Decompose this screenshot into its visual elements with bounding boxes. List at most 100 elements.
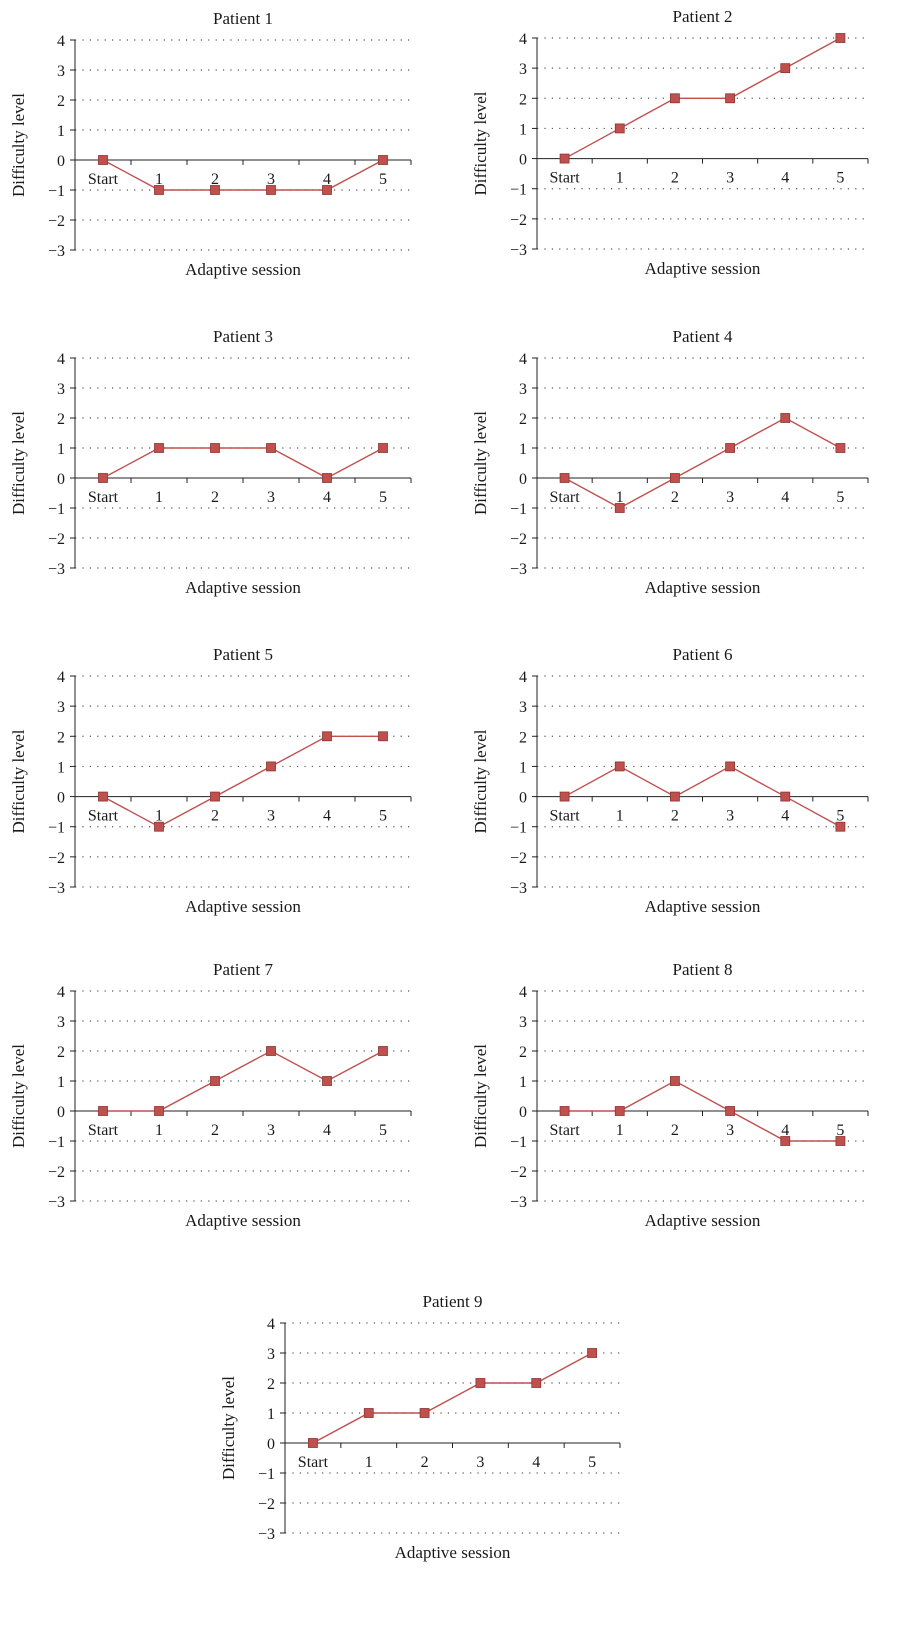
data-point-marker bbox=[322, 185, 332, 195]
data-point-marker bbox=[322, 1076, 332, 1086]
data-point-marker bbox=[322, 473, 332, 483]
data-point-marker bbox=[210, 791, 220, 802]
data-point-marker bbox=[725, 93, 735, 104]
x-tick-label: 2 bbox=[671, 1122, 679, 1139]
x-tick-label: 5 bbox=[379, 808, 387, 825]
data-point-marker bbox=[725, 443, 735, 453]
y-tick-label: 2 bbox=[57, 1044, 65, 1061]
y-tick-label: 2 bbox=[519, 729, 527, 746]
data-point-marker bbox=[322, 731, 332, 742]
y-tick-label: 0 bbox=[519, 790, 527, 807]
y-tick-label: −3 bbox=[510, 242, 527, 259]
x-tick-label: 1 bbox=[616, 1122, 624, 1139]
data-point-marker bbox=[614, 503, 625, 513]
y-tick-label: 3 bbox=[57, 381, 65, 398]
y-tick-label: −1 bbox=[510, 820, 527, 837]
data-point-marker bbox=[266, 761, 276, 772]
data-point-marker bbox=[98, 473, 108, 483]
x-tick-label: 3 bbox=[726, 170, 734, 187]
x-tick-label: 2 bbox=[671, 808, 679, 825]
x-tick-label: 5 bbox=[836, 808, 844, 825]
x-tick-label: Start bbox=[88, 489, 119, 506]
y-tick-label: −1 bbox=[510, 182, 527, 199]
y-tick-label: 1 bbox=[267, 1406, 275, 1423]
y-axis-label: Difficulty level bbox=[9, 93, 28, 197]
data-point-marker bbox=[670, 791, 680, 802]
chart-patient-8: Patient 8 4 3 2 1 0 −1 −2 −3 Start 1 2 3 4 5 Difficulty… bbox=[471, 960, 869, 1230]
y-tick-label: −1 bbox=[258, 1466, 275, 1483]
data-point-marker bbox=[154, 1106, 164, 1116]
data-point-marker bbox=[780, 791, 791, 802]
y-tick-label: 3 bbox=[57, 1014, 65, 1031]
data-point-marker bbox=[725, 761, 735, 772]
y-tick-label: 0 bbox=[57, 153, 65, 170]
y-tick-label: −1 bbox=[48, 1134, 65, 1151]
x-tick-label: Start bbox=[298, 1454, 329, 1471]
x-axis-label: Adaptive session bbox=[645, 1211, 761, 1230]
x-axis-label: Adaptive session bbox=[185, 578, 301, 597]
y-tick-label: 2 bbox=[57, 729, 65, 746]
y-tick-label: 4 bbox=[57, 351, 65, 368]
y-tick-label: 3 bbox=[519, 699, 527, 716]
y-tick-label: 3 bbox=[57, 699, 65, 716]
y-tick-label: 3 bbox=[519, 61, 527, 78]
x-tick-label: 3 bbox=[476, 1454, 484, 1471]
x-tick-label: 5 bbox=[836, 489, 844, 506]
x-axis-label: Adaptive session bbox=[645, 578, 761, 597]
y-tick-label: 0 bbox=[267, 1436, 275, 1453]
y-tick-label: 4 bbox=[519, 984, 527, 1001]
chart-title: Patient 3 bbox=[213, 327, 273, 346]
y-tick-label: 2 bbox=[519, 91, 527, 108]
y-tick-label: 4 bbox=[519, 351, 527, 368]
x-axis-label: Adaptive session bbox=[645, 259, 761, 278]
y-tick-label: 2 bbox=[519, 411, 527, 428]
x-axis-label: Adaptive session bbox=[185, 260, 301, 279]
data-point-marker bbox=[154, 443, 164, 453]
data-point-marker bbox=[378, 731, 388, 742]
data-point-marker bbox=[780, 63, 791, 74]
y-axis-label: Difficulty level bbox=[471, 1044, 490, 1148]
x-tick-label: 4 bbox=[781, 1122, 789, 1139]
data-point-marker bbox=[98, 155, 108, 165]
x-tick-label: 5 bbox=[379, 171, 387, 188]
x-tick-label: Start bbox=[549, 808, 580, 825]
series-line bbox=[102, 159, 384, 191]
series-line bbox=[102, 447, 384, 479]
y-tick-label: 4 bbox=[267, 1316, 275, 1333]
y-tick-label: 3 bbox=[267, 1346, 275, 1363]
chart-patient-1: Patient 1 4 3 2 1 0 −1 −2 −3 Start 1 2 3 4 5 Difficulty… bbox=[9, 9, 412, 279]
x-tick-label: 1 bbox=[155, 489, 163, 506]
data-point-marker bbox=[266, 443, 276, 453]
x-tick-label: 5 bbox=[379, 489, 387, 506]
y-tick-label: 3 bbox=[519, 1014, 527, 1031]
data-point-marker bbox=[210, 185, 220, 195]
y-tick-label: 4 bbox=[519, 669, 527, 686]
y-tick-label: −2 bbox=[510, 212, 527, 229]
x-tick-label: 3 bbox=[726, 1122, 734, 1139]
data-point-marker bbox=[670, 1076, 680, 1086]
y-tick-label: 4 bbox=[57, 33, 65, 50]
x-tick-label: Start bbox=[88, 1122, 119, 1139]
x-tick-label: 2 bbox=[671, 489, 679, 506]
x-tick-label: 5 bbox=[588, 1454, 596, 1471]
y-tick-label: −1 bbox=[48, 501, 65, 518]
chart-patient-6: Patient 6 4 3 2 1 0 −1 −2 −3 Start 1 2 3 4 5 Difficulty… bbox=[471, 645, 869, 916]
x-tick-label: Start bbox=[549, 170, 580, 187]
y-tick-label: −3 bbox=[510, 561, 527, 578]
y-tick-label: 2 bbox=[57, 93, 65, 110]
y-tick-label: −3 bbox=[510, 880, 527, 897]
y-tick-label: 3 bbox=[57, 63, 65, 80]
y-tick-label: 1 bbox=[57, 759, 65, 776]
chart-title: Patient 2 bbox=[673, 7, 733, 26]
y-tick-label: −3 bbox=[48, 561, 65, 578]
x-tick-label: 2 bbox=[211, 171, 219, 188]
x-tick-label: 4 bbox=[323, 489, 331, 506]
data-point-marker bbox=[835, 821, 846, 832]
y-tick-label: 0 bbox=[57, 1104, 65, 1121]
x-tick-label: 2 bbox=[211, 808, 219, 825]
y-tick-label: −3 bbox=[48, 1194, 65, 1211]
y-tick-label: −1 bbox=[510, 1134, 527, 1151]
x-tick-label: 2 bbox=[211, 489, 219, 506]
chart-title: Patient 5 bbox=[213, 645, 273, 664]
